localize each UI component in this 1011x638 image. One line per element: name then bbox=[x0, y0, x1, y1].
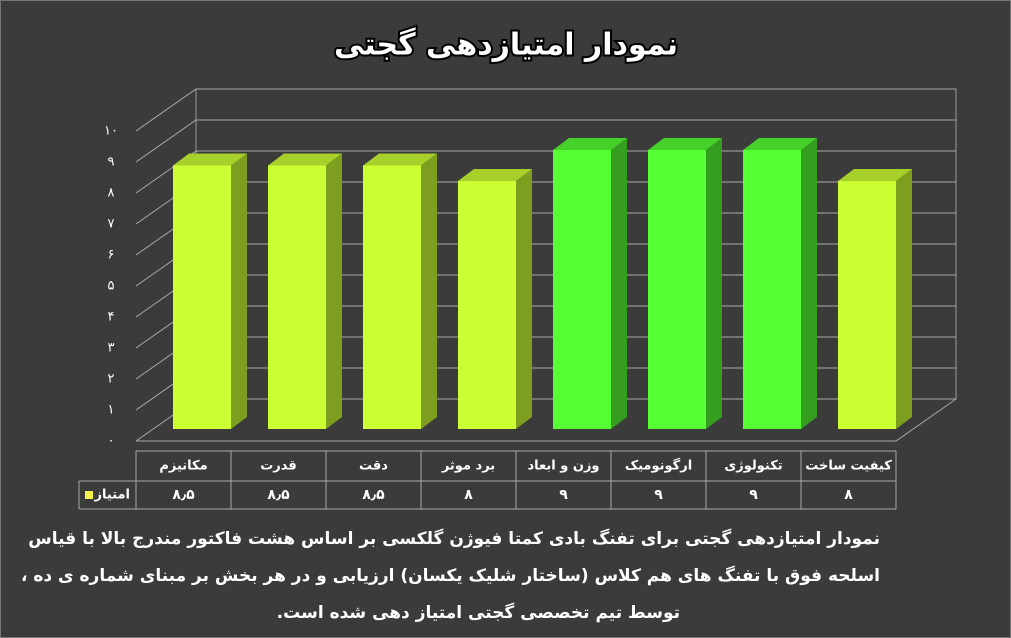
bar-top bbox=[268, 153, 342, 166]
value-label: ۸ bbox=[844, 487, 853, 503]
value-label: ۸٫۵ bbox=[267, 487, 290, 503]
bar bbox=[553, 150, 611, 429]
bar bbox=[648, 150, 706, 429]
y-tick-label: ۱۰ bbox=[104, 124, 118, 139]
y-tick-label: ۴ bbox=[108, 310, 115, 325]
bar-side bbox=[326, 153, 342, 429]
y-tick-label: ۸ bbox=[108, 186, 115, 201]
x-tick-label: دقت bbox=[359, 459, 388, 474]
chart: نمودار امتیازدهی گجتی ۰ ۱ ۲ ۳ ۴ ۵ ۶ ۷ ۸ ۹ ۱۰ مکانیز… bbox=[78, 25, 957, 510]
bar-side bbox=[706, 138, 722, 429]
bar-top bbox=[458, 169, 532, 181]
bar-top bbox=[363, 153, 437, 166]
y-tick-label: ۱ bbox=[108, 403, 115, 418]
value-label: ۹ bbox=[559, 487, 568, 503]
y-tick-label: ۷ bbox=[108, 217, 115, 232]
bar-top bbox=[173, 153, 247, 166]
bar-side bbox=[421, 153, 437, 429]
bar-side bbox=[896, 169, 912, 429]
grid-line bbox=[135, 274, 956, 318]
bar-side bbox=[516, 169, 532, 429]
grid-line bbox=[135, 88, 956, 132]
bar bbox=[743, 150, 801, 429]
x-tick-label: وزن و ابعاد bbox=[527, 459, 599, 474]
legend-label: امتیاز bbox=[94, 488, 130, 503]
value-label: ۸٫۵ bbox=[362, 487, 385, 503]
y-tick-label: ۹ bbox=[108, 155, 115, 170]
y-tick-label: ۲ bbox=[108, 372, 115, 387]
grid-line bbox=[135, 336, 956, 380]
bar-top bbox=[838, 169, 912, 181]
grid-line bbox=[135, 398, 956, 442]
y-tick-label: ۶ bbox=[108, 248, 115, 263]
grid-line bbox=[135, 243, 956, 287]
bar-side bbox=[231, 153, 247, 429]
y-tick-label: ۰ bbox=[108, 434, 115, 449]
bar bbox=[458, 181, 516, 429]
note-line: توسط تیم تخصصی گجتی امتیاز دهی شده است. bbox=[276, 603, 680, 623]
x-tick-label: ارگونومیک bbox=[625, 458, 692, 474]
bar bbox=[838, 181, 896, 429]
grid-line bbox=[135, 305, 956, 349]
value-label: ۸٫۵ bbox=[172, 487, 195, 503]
floor-edge bbox=[136, 398, 957, 442]
bar bbox=[268, 165, 326, 429]
value-label: ۸ bbox=[464, 487, 473, 503]
bar bbox=[173, 165, 231, 429]
note-line: اسلحه فوق با تفنگ های هم کلاس (ساختار شل… bbox=[20, 566, 880, 586]
x-tick-label: مکانیزم bbox=[159, 459, 207, 474]
x-tick-label: تکنولوژی bbox=[724, 459, 782, 474]
y-tick-label: ۵ bbox=[108, 279, 115, 294]
note-line: نمودار امتیازدهی گجتی برای تفنگ بادی کمت… bbox=[28, 529, 880, 549]
bar-side bbox=[611, 138, 627, 429]
y-tick-label: ۳ bbox=[108, 341, 115, 356]
x-tick-label: کیفیت ساخت bbox=[805, 459, 892, 474]
grid-line bbox=[135, 119, 956, 163]
grid-line bbox=[135, 212, 956, 256]
bar-top bbox=[648, 138, 722, 150]
grid-line bbox=[135, 367, 956, 411]
bar-top bbox=[743, 138, 817, 150]
value-label: ۹ bbox=[654, 487, 663, 503]
x-tick-label: برد موثر bbox=[441, 459, 495, 474]
bar-side bbox=[801, 138, 817, 429]
grid-line bbox=[135, 150, 956, 194]
bar bbox=[363, 165, 421, 429]
legend-swatch bbox=[85, 491, 93, 499]
grid-line bbox=[135, 181, 956, 225]
value-label: ۹ bbox=[749, 487, 758, 503]
bar-top bbox=[553, 138, 627, 150]
x-tick-label: قدرت bbox=[260, 459, 297, 474]
chart-title: نمودار امتیازدهی گجتی bbox=[334, 27, 678, 63]
